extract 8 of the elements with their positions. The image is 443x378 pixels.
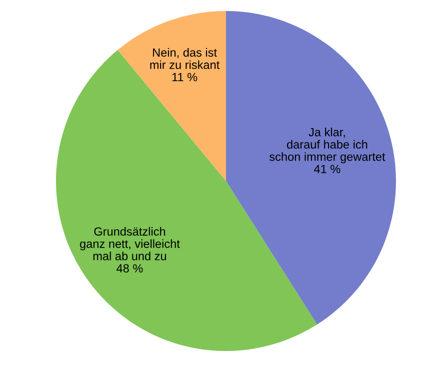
slice-label: Grundsätzlich ganz nett, vielleicht mal ab und zu (80, 227, 180, 260)
pie-slice (226, 11, 396, 325)
data-label: 48 % (116, 264, 143, 273)
data-label: 11 % (172, 72, 198, 82)
data-label: 41 % (314, 164, 340, 174)
slice-label: Ja klar, darauf habe ich schon immer gewartet (269, 128, 386, 164)
pie-slice (118, 11, 226, 181)
slice-label: Nein, das ist mir zu riskant (150, 48, 220, 70)
